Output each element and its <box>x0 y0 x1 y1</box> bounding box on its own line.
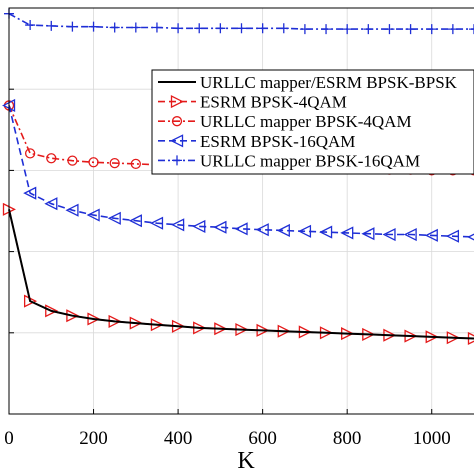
data-point <box>299 24 310 35</box>
legend-marker <box>172 155 182 166</box>
data-point <box>445 229 460 243</box>
data-point <box>403 227 417 242</box>
legend-item: URLLC mapper BPSK-16QAM <box>158 151 420 170</box>
data-point <box>278 23 289 34</box>
data-point <box>194 23 205 34</box>
legend-item: ESRM BPSK-16QAM <box>158 132 355 151</box>
series-line <box>8 209 474 340</box>
x-tick-label: 1000 <box>413 428 451 449</box>
legend-marker <box>170 134 184 148</box>
legend-label: ESRM BPSK-4QAM <box>200 93 347 112</box>
data-point <box>150 216 164 230</box>
series-3 <box>2 98 474 243</box>
legend-label: ESRM BPSK-16QAM <box>200 132 355 151</box>
data-point <box>319 225 333 239</box>
data-point <box>424 228 438 242</box>
data-point <box>25 20 36 31</box>
legend-label: URLLC mapper BPSK-4QAM <box>200 112 412 131</box>
data-point <box>340 226 354 240</box>
data-point <box>45 304 59 318</box>
data-point <box>109 22 120 33</box>
data-point <box>297 224 312 238</box>
data-point <box>109 157 120 169</box>
data-point <box>255 223 269 237</box>
data-point <box>276 223 290 238</box>
data-point <box>65 203 79 217</box>
data-point <box>342 24 353 35</box>
data-point <box>171 218 185 232</box>
data-point <box>321 24 332 35</box>
data-point <box>426 24 437 35</box>
data-point <box>86 208 100 222</box>
x-axis-label: K <box>237 448 255 474</box>
data-point <box>130 22 141 33</box>
legend-item: URLLC mapper/ESRM BPSK-BPSK <box>158 73 458 92</box>
legend-label: URLLC mapper/ESRM BPSK-BPSK <box>200 73 458 92</box>
legend-marker <box>171 116 183 127</box>
x-tick-label: 200 <box>79 428 108 449</box>
x-tick-label: 0 <box>4 428 14 449</box>
legend-marker <box>170 95 184 109</box>
data-point <box>46 153 57 164</box>
data-point <box>382 227 396 242</box>
data-point <box>405 24 416 35</box>
data-point <box>234 222 248 236</box>
data-point <box>384 24 395 35</box>
series-0 <box>8 209 474 340</box>
data-point <box>173 23 184 34</box>
series-line <box>8 105 474 172</box>
data-point <box>192 219 206 233</box>
data-point <box>24 148 36 159</box>
series-1 <box>2 202 474 346</box>
legend-box <box>151 69 474 175</box>
data-point <box>213 220 227 234</box>
data-point <box>236 23 247 34</box>
x-tick-label: 800 <box>333 428 362 449</box>
data-point <box>361 227 375 241</box>
data-point <box>67 21 78 32</box>
series-4 <box>4 8 474 35</box>
x-tick-label: 400 <box>164 428 193 449</box>
series-line <box>8 209 474 340</box>
data-point <box>67 155 78 166</box>
data-point <box>467 233 474 241</box>
axis-ticks: 0 200 400 600 800 1000 <box>4 7 451 449</box>
data-point <box>128 214 142 228</box>
data-point <box>130 158 141 170</box>
grid-lines <box>8 7 474 415</box>
plot-frame <box>8 7 474 415</box>
data-point <box>447 24 458 35</box>
data-point <box>215 23 226 34</box>
data-point <box>151 22 162 33</box>
legend-label: URLLC mapper BPSK-16QAM <box>200 151 420 170</box>
x-tick-label: 600 <box>248 428 277 449</box>
data-point <box>469 24 474 35</box>
data-point <box>88 21 99 32</box>
data-point <box>44 197 58 211</box>
data-point <box>66 309 80 323</box>
legend-item: URLLC mapper BPSK-4QAM <box>158 112 412 131</box>
data-point <box>23 186 37 200</box>
legend-item: ESRM BPSK-4QAM <box>158 93 347 112</box>
data-point <box>363 24 374 35</box>
data-point <box>257 23 268 34</box>
data-point <box>46 20 57 31</box>
data-point <box>107 211 121 225</box>
data-point <box>88 157 99 168</box>
series-layer <box>2 8 474 346</box>
